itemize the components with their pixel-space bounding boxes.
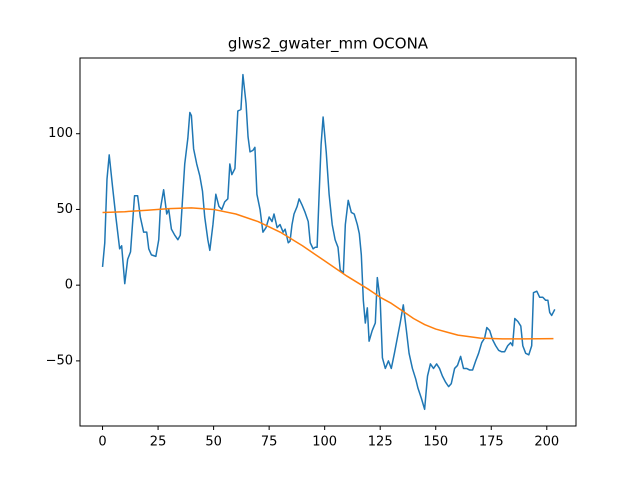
plot-frame bbox=[79, 57, 577, 427]
chart-title: glws2_gwater_mm OCONA bbox=[228, 35, 429, 54]
data-line bbox=[102, 207, 554, 340]
x-tick-label: 75 bbox=[261, 435, 278, 450]
x-tick-label: 25 bbox=[150, 435, 167, 450]
x-tick-label: 150 bbox=[423, 435, 448, 450]
x-tick-label: 125 bbox=[368, 435, 393, 450]
x-tick-label: 200 bbox=[534, 435, 559, 450]
x-tick-label: 100 bbox=[312, 435, 337, 450]
x-tick-label: 50 bbox=[205, 435, 222, 450]
data-line bbox=[101, 73, 556, 411]
y-tick-label: −50 bbox=[46, 353, 73, 368]
y-tick-label: 0 bbox=[65, 278, 73, 293]
y-tick-label: 50 bbox=[56, 202, 73, 217]
x-tick-label: 0 bbox=[98, 435, 106, 450]
y-tick-label: 100 bbox=[48, 126, 73, 141]
x-tick-label: 175 bbox=[479, 435, 504, 450]
